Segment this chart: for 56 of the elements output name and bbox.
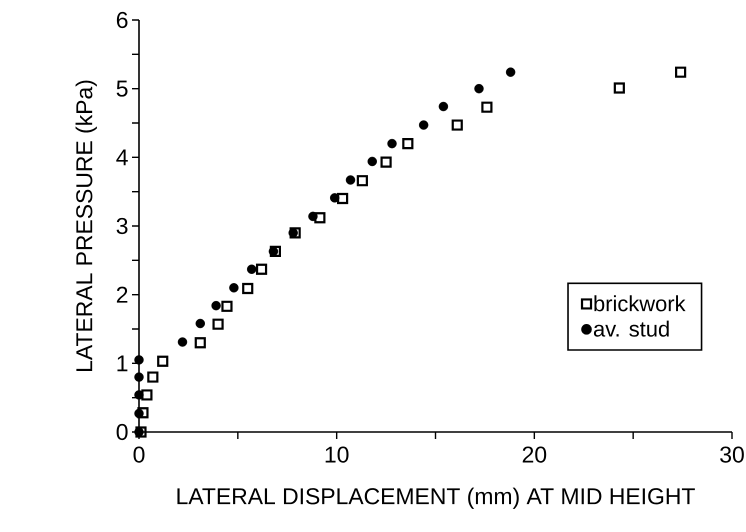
y-tick-label: 1: [117, 355, 128, 372]
point: [474, 84, 484, 94]
point: [330, 193, 340, 203]
point: [178, 337, 188, 347]
point: [212, 318, 224, 330]
point: [256, 264, 268, 275]
point: [134, 355, 144, 365]
point: [147, 371, 158, 383]
point: [246, 264, 256, 274]
point: [134, 390, 144, 400]
x-tick-label: 20: [522, 446, 546, 463]
point: [196, 318, 205, 328]
point: [387, 138, 397, 148]
point: [506, 67, 516, 77]
point: [418, 120, 428, 130]
point: [229, 283, 239, 292]
point: [268, 246, 278, 256]
y-axis-title: LATERAL PRESSURE (kPa): [76, 80, 97, 371]
point: [481, 102, 492, 113]
y-tick-label: 4: [116, 149, 128, 166]
y-tick-label: 6: [116, 12, 128, 28]
point: [314, 212, 326, 224]
point: [402, 138, 414, 150]
point: [194, 337, 206, 348]
point: [134, 408, 144, 418]
point: [141, 389, 153, 401]
point: [675, 66, 686, 78]
point: [368, 156, 377, 166]
x-tick-label: 10: [326, 446, 349, 463]
point: [221, 300, 233, 312]
point: [452, 119, 463, 131]
point: [288, 228, 298, 238]
x-tick-label: 0: [134, 446, 144, 463]
y-tick-label: 5: [116, 80, 128, 97]
y-tick-label: 0: [116, 424, 128, 440]
legend-label: av. stud: [594, 320, 669, 337]
point: [134, 372, 144, 382]
y-tick-label: 2: [116, 286, 128, 303]
legend-label: brickwork: [594, 295, 686, 312]
point: [346, 175, 356, 185]
point: [438, 102, 448, 112]
point: [157, 356, 168, 367]
point: [614, 82, 625, 94]
point: [242, 282, 254, 294]
x-tick-label: 30: [720, 446, 744, 463]
point: [337, 192, 348, 204]
point: [137, 407, 149, 418]
point: [308, 212, 318, 222]
point: [380, 156, 392, 168]
point: [356, 175, 368, 186]
point: [290, 227, 301, 238]
point: [270, 246, 281, 257]
point: [134, 427, 144, 437]
y-tick-label: 3: [116, 218, 128, 234]
x-axis-title: LATERAL DISPLACEMENT (mm) AT MID HEIGHT: [177, 488, 695, 509]
point: [211, 300, 221, 310]
